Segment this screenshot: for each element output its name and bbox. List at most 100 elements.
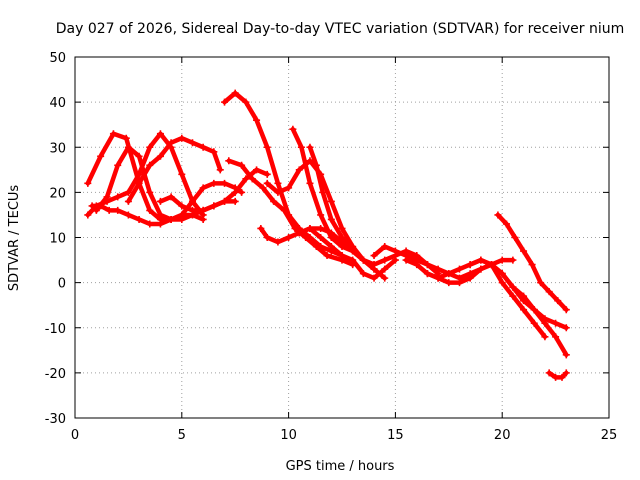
series-track-16 (423, 261, 570, 332)
data-point (248, 175, 256, 183)
data-point (188, 197, 196, 205)
data-point (221, 98, 229, 106)
data-point (423, 261, 431, 269)
data-point (274, 179, 282, 187)
data-point (528, 261, 536, 269)
data-point (317, 211, 325, 219)
data-point (231, 188, 239, 196)
series-track-19 (545, 369, 570, 381)
series-track-18 (494, 211, 570, 314)
data-point (552, 373, 560, 381)
data-point (114, 206, 122, 214)
data-point (477, 256, 485, 264)
data-point (312, 161, 320, 169)
data-point (199, 206, 207, 214)
data-point (520, 306, 528, 314)
data-point (381, 265, 389, 273)
data-point (114, 161, 122, 169)
data-point (327, 197, 335, 205)
data-point (263, 170, 271, 178)
data-point (84, 211, 92, 219)
data-point (359, 270, 367, 278)
data-point (242, 98, 250, 106)
data-point (502, 220, 510, 228)
data-point (92, 206, 100, 214)
data-point (558, 373, 566, 381)
data-point (537, 279, 545, 287)
data-point (167, 215, 175, 223)
data-point (370, 274, 378, 282)
series-track (126, 135, 223, 204)
data-point (312, 243, 320, 251)
data-point (511, 234, 519, 241)
data-point (84, 179, 92, 187)
data-point (146, 161, 154, 169)
data-point (391, 256, 399, 264)
x-tick-label: 5 (178, 428, 186, 443)
data-point (289, 125, 297, 133)
data-point (225, 157, 233, 165)
data-point (253, 166, 261, 174)
data-point (242, 175, 250, 183)
axis-ticks: 0 5 10 15 20 25 -30 -20 -10 0 10 20 30 40 50 (45, 51, 618, 443)
x-tick-label: 0 (71, 428, 79, 443)
data-point (146, 220, 154, 228)
y-tick-label: 40 (49, 96, 66, 111)
data-point (295, 166, 303, 174)
data-point (199, 215, 207, 223)
data-point (114, 193, 122, 201)
data-point (434, 265, 442, 273)
data-point (109, 130, 117, 138)
data-point (381, 256, 389, 264)
data-point (562, 369, 570, 377)
data-point (146, 188, 154, 196)
data-point (297, 143, 305, 151)
data-point (146, 206, 154, 214)
data-point (306, 157, 314, 165)
data-point (210, 179, 218, 187)
data-point (520, 297, 528, 305)
data-point (338, 252, 346, 260)
series-track-6 (156, 166, 271, 214)
series-track-4 (92, 143, 207, 223)
y-tick-label: -20 (45, 367, 66, 382)
data-point (370, 261, 378, 269)
data-point (105, 206, 113, 214)
data-point (199, 184, 207, 192)
data-point (509, 256, 517, 264)
x-tick-label: 20 (494, 428, 511, 443)
x-tick-label: 25 (601, 428, 618, 443)
data-point (306, 179, 314, 187)
data-point (434, 274, 442, 282)
data-point (97, 152, 105, 160)
y-tick-label: -30 (45, 412, 66, 427)
data-point (498, 279, 506, 287)
data-point (530, 319, 538, 327)
data-point (238, 188, 246, 196)
y-tick-label: 0 (58, 277, 66, 292)
data-point (488, 261, 496, 269)
data-point (216, 166, 224, 174)
series-track-8 (225, 157, 357, 269)
x-tick-label: 10 (280, 428, 297, 443)
data-point (562, 306, 570, 314)
data-point (156, 220, 164, 228)
data-point (238, 161, 246, 169)
data-point (280, 206, 288, 214)
data-point (349, 256, 357, 264)
data-point (509, 292, 517, 300)
data-point (221, 197, 229, 205)
data-point (562, 351, 570, 359)
data-point (124, 143, 132, 151)
data-point (541, 315, 549, 323)
data-point (370, 252, 378, 260)
data-point (554, 297, 562, 305)
data-point (167, 193, 175, 201)
data-point (124, 211, 132, 219)
data-point (477, 265, 485, 273)
data-point (210, 148, 218, 156)
data-point (327, 229, 335, 237)
data-point (231, 197, 239, 205)
data-point (274, 238, 282, 246)
data-point (530, 306, 538, 314)
